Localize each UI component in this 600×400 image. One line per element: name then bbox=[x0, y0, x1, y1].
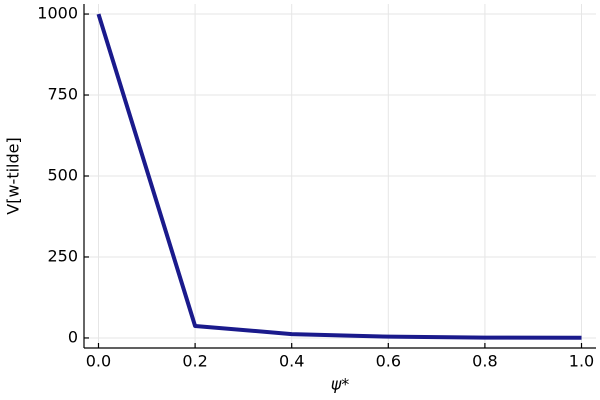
x-tick-label: 0.0 bbox=[86, 352, 111, 371]
y-tick-label: 0 bbox=[68, 327, 78, 346]
y-tick-label: 250 bbox=[47, 246, 78, 265]
y-tick-label: 750 bbox=[47, 85, 78, 104]
series-line bbox=[96, 13, 582, 340]
y-tick-label: 1000 bbox=[37, 4, 78, 23]
x-tick-label: 0.6 bbox=[376, 352, 401, 371]
y-axis-label: V[w-tilde] bbox=[4, 137, 23, 214]
x-tick-label: 0.8 bbox=[472, 352, 497, 371]
x-tick-label: 0.4 bbox=[279, 352, 304, 371]
x-axis-label: ψ* bbox=[331, 375, 350, 394]
y-tick-label: 500 bbox=[47, 166, 78, 185]
x-tick-label: 0.2 bbox=[182, 352, 207, 371]
x-tick-label: 1.0 bbox=[569, 352, 594, 371]
